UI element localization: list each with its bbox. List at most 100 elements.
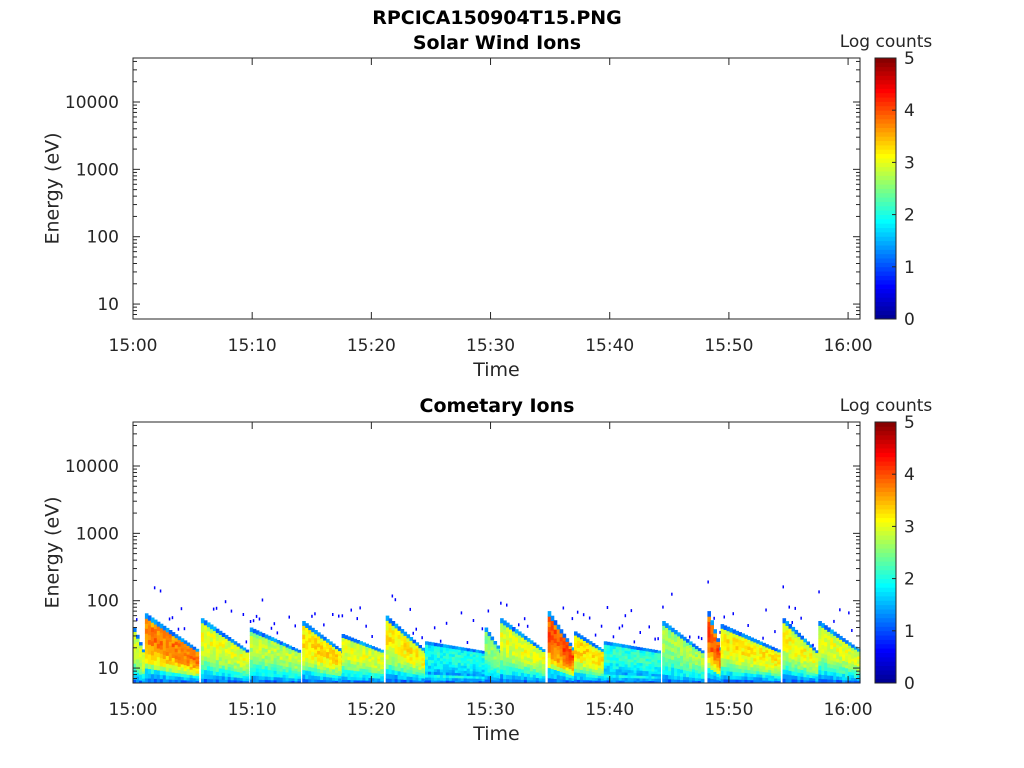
spectrogram-cell xyxy=(200,655,205,661)
spectrogram-cell xyxy=(803,648,807,652)
spectrogram-cell xyxy=(716,673,720,678)
spectrogram-cell xyxy=(406,655,411,660)
spectrogram-cell xyxy=(261,668,266,673)
spectrogram-cell xyxy=(821,644,825,650)
spectrogram-cell xyxy=(311,627,315,633)
spectrogram-cell xyxy=(851,677,855,681)
spectrogram-cell xyxy=(716,638,720,642)
spectrogram-cell xyxy=(654,671,658,675)
spectrogram-cell xyxy=(323,646,327,651)
spectrogram-cell xyxy=(139,642,143,646)
spectrogram-cell xyxy=(857,656,861,659)
spectrogram-cell xyxy=(500,622,504,628)
spectrogram-cell xyxy=(353,679,358,684)
spectrogram-cell xyxy=(547,611,552,617)
spectrogram-cell xyxy=(833,635,837,640)
spectrogram-cell xyxy=(261,672,266,677)
spectrogram-cell xyxy=(484,639,489,644)
spectrogram-cell xyxy=(594,664,599,668)
spectrogram-cell xyxy=(177,673,182,677)
spectrogram-cell xyxy=(707,677,711,684)
spectrogram-cell xyxy=(288,656,293,660)
spectrogram-cell xyxy=(273,664,278,668)
spectrogram-cell xyxy=(374,662,378,666)
spectrogram-cell xyxy=(648,673,653,677)
spectrogram-cell xyxy=(630,656,635,660)
spectrogram-cell xyxy=(809,647,813,651)
spectrogram-cell xyxy=(674,671,678,676)
spectrogram-cell xyxy=(565,641,570,646)
colorbar-swatch xyxy=(875,227,896,233)
spectrogram-cell xyxy=(854,680,858,684)
spectrogram-cell xyxy=(750,647,754,651)
spectrogram-cell xyxy=(782,659,787,665)
spectrogram-cell xyxy=(633,654,638,658)
spectrogram-cell xyxy=(645,653,650,657)
spectrogram-cell xyxy=(347,676,352,681)
spectrogram-cell xyxy=(562,679,567,684)
spectrogram-cell xyxy=(582,676,587,681)
spectrogram-cell xyxy=(153,624,158,630)
spectrogram-cell xyxy=(236,651,241,656)
spectrogram-cell xyxy=(362,645,366,649)
spectrogram-cell xyxy=(221,668,226,673)
spectrogram-cell xyxy=(371,648,375,652)
spectrogram-cell xyxy=(403,642,408,647)
spectrogram-cell xyxy=(550,639,555,645)
spectrogram-cell xyxy=(520,654,525,659)
spectrogram-cell xyxy=(848,677,852,681)
spectrogram-cell xyxy=(526,644,531,649)
spectrogram-cell xyxy=(311,679,315,684)
spectrogram-cell xyxy=(391,638,396,644)
spectrogram-cell xyxy=(800,656,804,660)
spectrogram-cell xyxy=(442,652,447,656)
spectrogram-cell xyxy=(657,662,661,665)
spectrogram-cell xyxy=(368,655,372,659)
spectrogram-cell xyxy=(603,659,608,663)
spectrogram-cell xyxy=(568,665,573,670)
panel-title: Solar Wind Ions xyxy=(413,32,581,54)
spectrogram-cell xyxy=(532,677,537,681)
spectrogram-cell xyxy=(329,641,333,645)
spectrogram-cell xyxy=(236,680,241,684)
spectrogram-cell xyxy=(368,666,372,670)
spectrogram-cell xyxy=(579,676,584,681)
spectrogram-cell xyxy=(371,664,375,668)
spectrogram-cell xyxy=(765,669,769,673)
spectrogram-cell xyxy=(648,668,653,672)
spectrogram-cell xyxy=(710,642,714,648)
spectrogram-cell xyxy=(308,666,312,672)
spectrogram-cell xyxy=(180,657,185,662)
spectrogram-cell xyxy=(839,676,843,681)
colorbar-frame xyxy=(874,421,897,684)
spectrogram-cell xyxy=(639,631,641,634)
spectrogram-cell xyxy=(267,666,272,671)
spectrogram-cell xyxy=(297,656,302,660)
spectrogram-cell xyxy=(242,647,247,651)
spectrogram-cell xyxy=(756,646,760,650)
spectrogram-cell xyxy=(380,652,384,655)
spectrogram-cell xyxy=(518,642,522,647)
colorbar-swatch xyxy=(875,197,896,202)
spectrogram-cell xyxy=(291,672,296,676)
spectrogram-cell xyxy=(162,629,167,635)
spectrogram-cell xyxy=(186,671,191,675)
spectrogram-cell xyxy=(425,674,429,678)
spectrogram-cell xyxy=(433,645,438,649)
spectrogram-cell xyxy=(854,646,858,650)
spectrogram-cell xyxy=(463,652,468,656)
spectrogram-cell xyxy=(236,666,241,670)
spectrogram-cell xyxy=(329,674,333,678)
spectrogram-cell xyxy=(174,637,179,642)
spectrogram-cell xyxy=(697,680,702,684)
spectrogram-cell xyxy=(252,679,257,684)
spectrogram-cell xyxy=(493,668,498,672)
spectrogram-cell xyxy=(765,658,769,662)
spectrogram-cell xyxy=(359,659,363,663)
spectrogram-cell xyxy=(192,675,197,679)
spectrogram-cell xyxy=(794,675,799,680)
spectrogram-cell xyxy=(338,668,342,672)
spectrogram-cell xyxy=(726,642,731,648)
colorbar-swatch xyxy=(875,443,896,449)
spectrogram-cell xyxy=(506,661,510,667)
